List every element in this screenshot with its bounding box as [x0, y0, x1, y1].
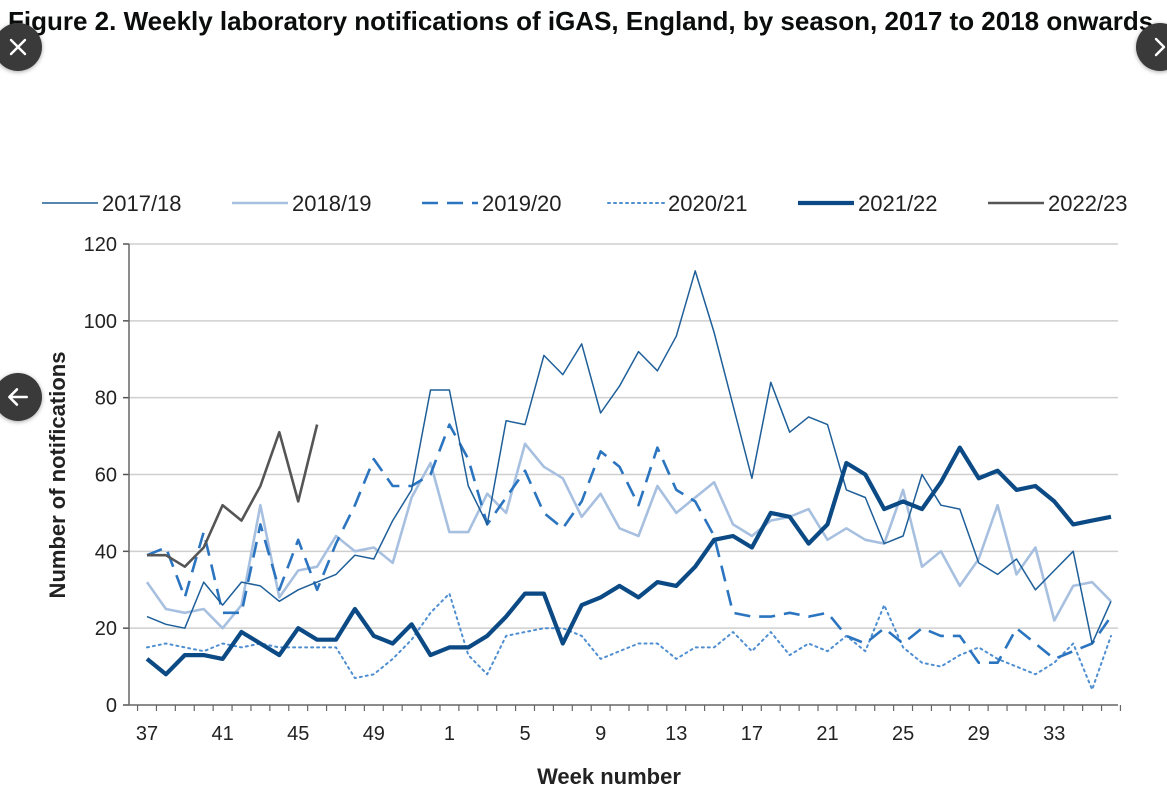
x-tick-label: 45 [287, 723, 309, 745]
chevron-right-icon [1154, 37, 1166, 57]
x-tick-label: 29 [968, 723, 990, 745]
previous-button[interactable] [0, 373, 42, 421]
series-line-2017-18 [146, 270, 1112, 645]
x-tick-label: 21 [816, 723, 838, 745]
next-button[interactable] [1136, 23, 1167, 71]
y-tick-label: 80 [95, 388, 117, 410]
x-tick-label: 25 [892, 723, 914, 745]
legend-label: 2018/19 [292, 191, 372, 216]
series-line-2022-23 [147, 424, 319, 569]
y-tick-label: 20 [95, 618, 117, 640]
x-tick-label: 5 [519, 723, 530, 745]
y-axis: 0 20 40 60 80 100 120 [84, 234, 130, 717]
close-button[interactable] [0, 23, 42, 71]
series-line-2019-20 [146, 423, 1113, 665]
y-tick-label: 40 [95, 541, 117, 563]
series-line-2020-21 [146, 592, 1112, 691]
x-tick-label: 17 [741, 723, 763, 745]
y-axis-title: Number of notifications [45, 352, 70, 599]
y-tick-label: 100 [84, 311, 117, 333]
series-lines [145, 270, 1113, 691]
x-tick-label: 9 [595, 723, 606, 745]
legend-label: 2019/20 [482, 191, 562, 216]
x-tick-label: 1 [444, 723, 455, 745]
series-line-2021-22 [145, 445, 1112, 677]
legend: 2017/18 2018/19 2019/20 2020/21 2021/22 2022/… [42, 191, 1128, 216]
x-axis-title: Week number [537, 764, 681, 789]
y-tick-label: 0 [106, 695, 117, 717]
legend-label: 2020/21 [668, 191, 748, 216]
series-line-2018-19 [145, 442, 1112, 630]
arrow-left-icon [8, 388, 28, 406]
x-tick-label: 33 [1043, 723, 1065, 745]
legend-label: 2017/18 [102, 191, 182, 216]
y-tick-label: 120 [84, 234, 117, 256]
y-tick-label: 60 [95, 465, 117, 487]
x-tick-label: 49 [363, 723, 385, 745]
x-tick-label: 41 [211, 723, 233, 745]
close-icon [9, 38, 27, 56]
legend-label: 2022/23 [1048, 191, 1128, 216]
gridlines [129, 243, 1118, 629]
figure-title: Figure 2. Weekly laboratory notification… [8, 6, 1154, 36]
x-tick-label: 37 [136, 723, 158, 745]
x-tick-label: 13 [665, 723, 687, 745]
legend-label: 2021/22 [858, 191, 938, 216]
x-axis: 37 41 45 49 1 5 9 13 17 21 25 29 33 [129, 704, 1122, 745]
